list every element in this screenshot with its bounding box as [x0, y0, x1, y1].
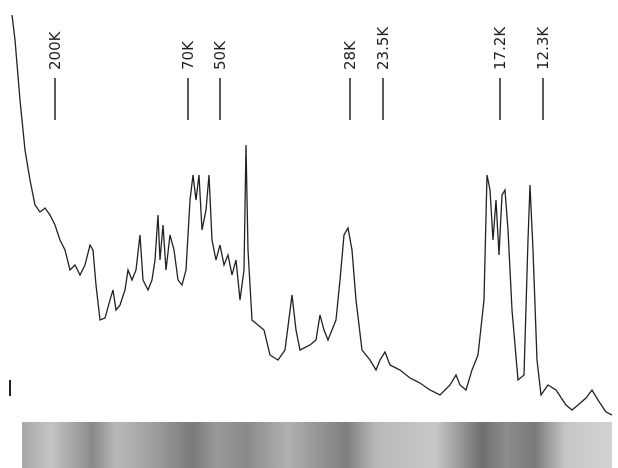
densitometer-trace: [12, 15, 612, 415]
marker-label: 200K: [46, 30, 64, 70]
figure: 200K 70K 50K 28K 23.5K 17.2K 12.3K: [0, 0, 618, 468]
marker-label: 17.2K: [491, 26, 509, 70]
marker-label: 12.3K: [534, 26, 552, 70]
marker-label: 50K: [211, 40, 229, 70]
marker-label: 28K: [341, 40, 359, 70]
gel-strip: [22, 422, 612, 468]
marker-label: 23.5K: [374, 26, 392, 70]
marker-label: 70K: [179, 40, 197, 70]
marker-group: 200K 70K 50K 28K 23.5K 17.2K 12.3K: [46, 26, 552, 120]
